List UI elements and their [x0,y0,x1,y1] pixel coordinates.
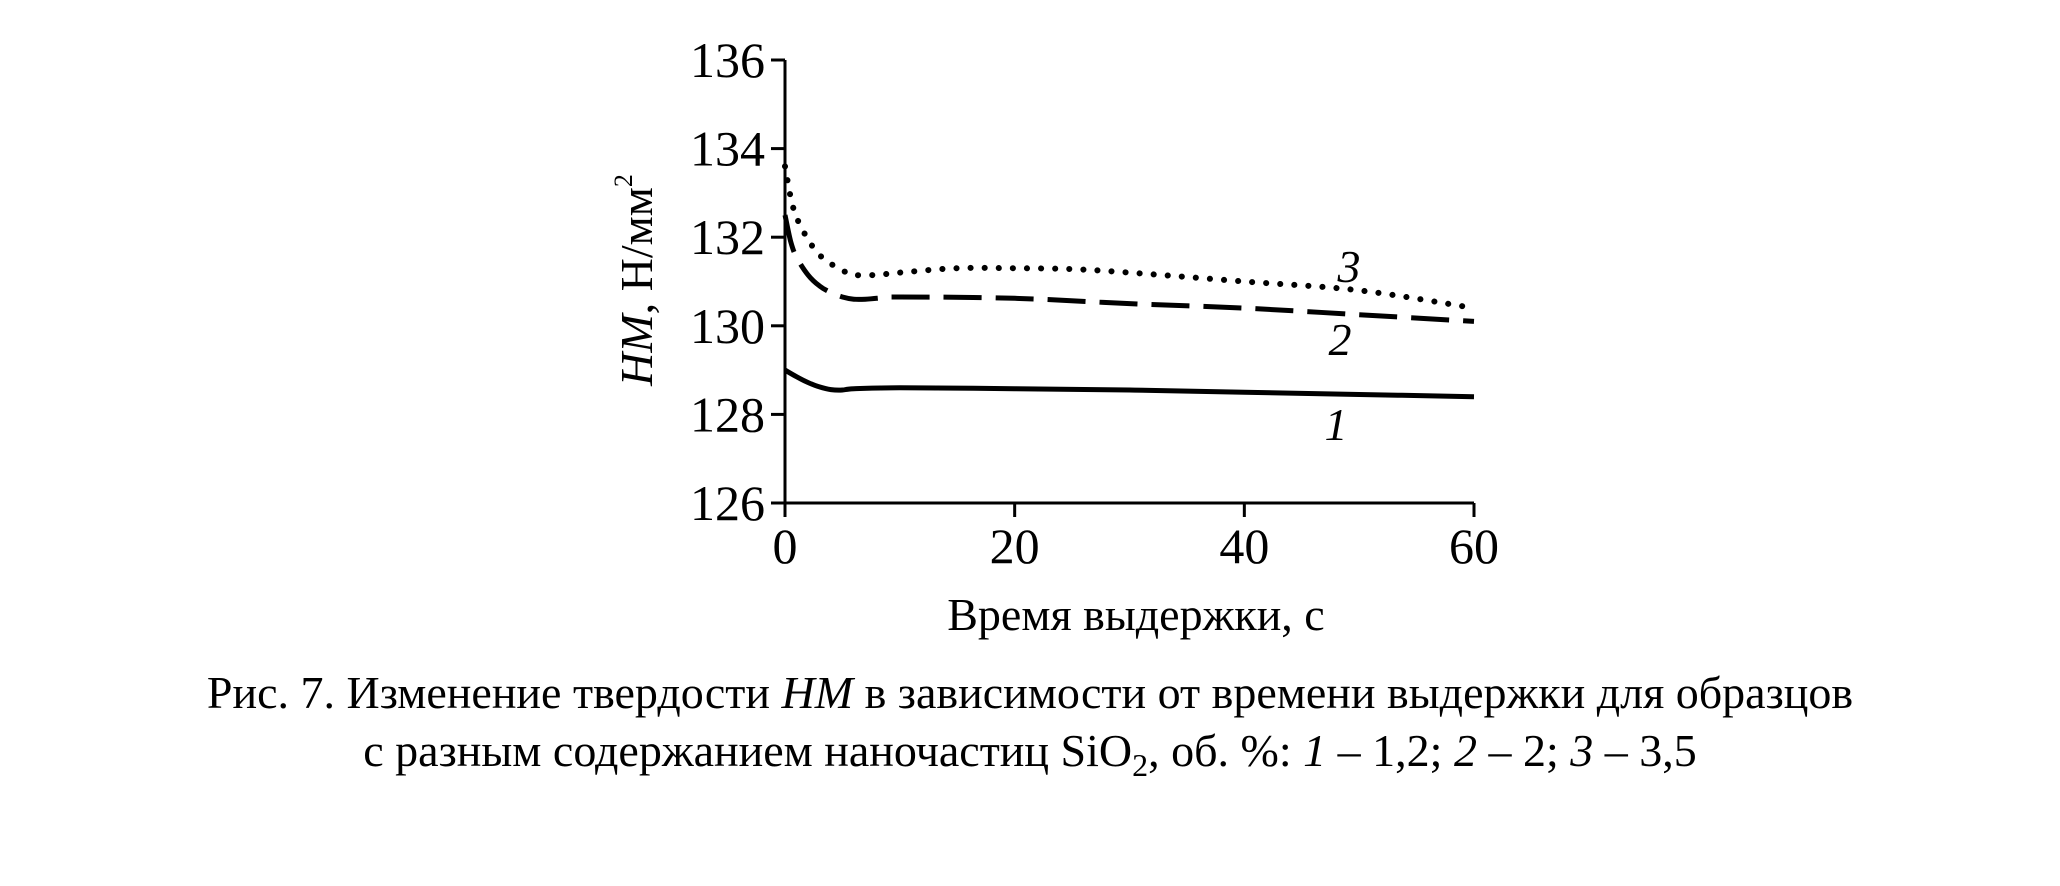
curve-label-3: 3 [1337,241,1361,292]
x-tick-label: 40 [1219,518,1269,574]
x-tick-label: 0 [773,518,798,574]
caption-text-1a: Изменение твердости [335,667,782,718]
x-tick-label: 60 [1449,518,1499,574]
caption-sub-2: 2 [1132,747,1149,784]
y-tick-label: 136 [690,32,765,88]
y-axis-title-symbol: НМ [611,312,662,387]
series-layer [782,163,1477,400]
caption-text-2a: с разным содержанием наночастиц SiO [363,725,1133,776]
y-tick-label: 134 [690,121,765,177]
series-line-2 [782,214,1475,324]
x-ticks: 0 20 40 60 [773,503,1499,574]
caption-text-2b: , об. %: [1148,725,1304,776]
curve-label-2: 2 [1329,314,1352,365]
caption-v3: – 3,5 [1593,725,1697,776]
caption-line-2: с разным содержанием наночастиц SiO2, об… [0,722,2060,794]
y-ticks: 126 128 130 132 134 136 [690,32,785,531]
y-axis-title-unit: , Н/мм [611,187,662,314]
curve-label-1: 1 [1325,399,1348,450]
caption-hm: НМ [781,667,854,718]
series-line-1 [783,367,1475,400]
x-tick-label: 20 [990,518,1040,574]
y-tick-label: 128 [690,386,765,442]
y-axis-title-superscript: 2 [609,174,638,187]
caption-n2: 2 [1453,725,1477,776]
y-tick-label: 132 [690,209,765,265]
x-axis-title: Время выдержки, с [947,589,1324,640]
caption-v2: – 2; [1476,725,1571,776]
caption-n1: 1 [1303,725,1327,776]
caption-v1: – 1,2; [1326,725,1454,776]
series-line-3 [782,163,1477,312]
caption-line-1: Рис. 7. Изменение твердости НМ в зависим… [0,664,2060,722]
caption-fig-number: Рис. 7. [206,667,336,718]
caption-n3: 3 [1570,725,1594,776]
figure-caption: Рис. 7. Изменение твердости НМ в зависим… [0,664,2060,794]
y-tick-label: 126 [690,475,765,531]
y-axis-title: НМ, Н/мм2 [609,174,662,387]
y-tick-label: 130 [690,298,765,354]
caption-text-1b: в зависимости от времени выдержки для об… [853,667,1854,718]
